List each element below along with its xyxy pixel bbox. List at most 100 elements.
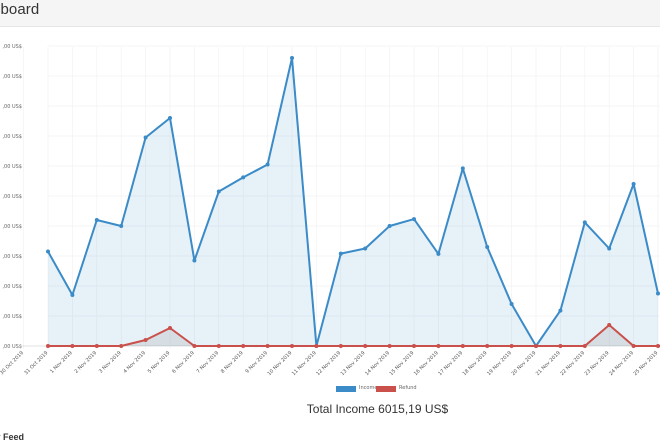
- income-data-point: [168, 116, 172, 120]
- refund-data-point: [216, 344, 221, 348]
- x-tick-label: 19 Nov 2019: [486, 350, 513, 377]
- refund-data-point: [192, 344, 197, 348]
- income-data-point: [485, 245, 490, 249]
- x-tick-label: 11 Nov 2019: [291, 350, 318, 377]
- income-refund-line-chart: ,00 US$ ,00 US$ ,00 US$ ,00 US$ ,00 US$ ,00 U…: [0, 44, 660, 377]
- refund-data-point: [314, 344, 319, 348]
- income-data-point: [558, 308, 563, 313]
- y-tick-label: ,00 US$: [2, 254, 22, 260]
- y-tick-label: ,00 US$: [2, 314, 22, 320]
- refund-data-point: [582, 344, 587, 348]
- refund-data-point: [558, 344, 563, 348]
- legend-label-income: Income: [359, 385, 378, 391]
- income-data-point: [143, 135, 148, 140]
- refund-data-point: [485, 344, 490, 348]
- refund-data-point: [607, 323, 612, 327]
- refund-data-point: [509, 344, 514, 348]
- y-tick-label: ,00 US$: [2, 134, 22, 140]
- x-tick-label: 23 Nov 2019: [584, 350, 611, 377]
- income-data-point: [509, 302, 514, 306]
- x-tick-label: 8 Nov 2019: [220, 350, 245, 375]
- income-data-point: [265, 162, 270, 167]
- income-data-point: [192, 258, 197, 263]
- refund-area: [48, 325, 660, 346]
- x-tick-label: 2 Nov 2019: [74, 350, 99, 375]
- x-tick-label: 15 Nov 2019: [389, 350, 416, 377]
- y-tick-label: ,00 US$: [2, 224, 22, 230]
- y-tick-label: ,00 US$: [2, 284, 22, 290]
- y-tick-label: ,00 US$: [2, 74, 22, 80]
- income-data-point: [46, 249, 50, 254]
- y-tick-label: ,00 US$: [2, 44, 22, 50]
- y-tick-label: ,00 US$: [2, 194, 22, 200]
- refund-data-point: [363, 344, 368, 348]
- refund-data-point: [436, 344, 441, 348]
- refund-data-point: [460, 344, 465, 348]
- refund-data-point: [119, 344, 124, 348]
- x-tick-label: 12 Nov 2019: [315, 350, 342, 377]
- income-data-point: [387, 224, 392, 228]
- income-data-point: [631, 182, 636, 186]
- refund-data-point: [290, 344, 294, 348]
- refund-data-point: [338, 344, 343, 348]
- income-data-point: [241, 175, 246, 180]
- income-data-point: [70, 293, 75, 297]
- refund-data-point: [387, 344, 392, 348]
- x-tick-label: 3 Nov 2019: [98, 350, 123, 375]
- income-data-point: [119, 224, 124, 228]
- top-bar: nboard: [0, 0, 660, 27]
- income-data-point: [607, 246, 612, 251]
- refund-data-point: [94, 344, 99, 348]
- income-data-point: [363, 246, 368, 251]
- refund-data-point: [168, 326, 172, 330]
- income-area: [48, 58, 658, 346]
- income-series-line: [47, 57, 659, 347]
- x-tick-label: 13 Nov 2019: [340, 350, 367, 377]
- x-tick-label: 1 Nov 2019: [49, 350, 74, 375]
- income-data-point: [94, 218, 99, 222]
- income-data-point: [216, 189, 221, 194]
- income-data-point: [412, 217, 416, 222]
- x-tick-label: 30 Oct 2019: [0, 350, 25, 376]
- refund-data-point: [143, 338, 148, 342]
- refund-data-point: [46, 344, 50, 348]
- x-tick-label: 5 Nov 2019: [147, 350, 172, 375]
- refund-data-point: [656, 344, 660, 348]
- income-data-point: [436, 251, 441, 256]
- refund-data-point: [534, 344, 538, 348]
- chart-legend: Income Refund: [0, 385, 660, 397]
- x-tick-label: 22 Nov 2019: [559, 350, 586, 377]
- income-data-point: [460, 166, 465, 171]
- y-tick-label: ,00 US$: [2, 104, 22, 110]
- legend-swatch-income: [336, 386, 356, 392]
- total-income: Total Income 6015,19 US$: [306, 402, 449, 416]
- x-tick-label: 21 Nov 2019: [535, 350, 562, 377]
- x-tick-label: 25 Nov 2019: [633, 350, 660, 377]
- x-tick-label: 9 Nov 2019: [244, 350, 269, 375]
- income-data-point: [290, 56, 294, 60]
- x-tick-label: 14 Nov 2019: [364, 350, 391, 377]
- x-tick-label: 20 Nov 2019: [511, 350, 538, 377]
- y-tick-label: ,00 US$: [2, 344, 22, 350]
- refund-data-point: [412, 344, 416, 348]
- page-title: nboard: [0, 1, 40, 18]
- x-tick-label: 31 Oct 2019: [23, 350, 49, 376]
- income-data-point: [338, 251, 343, 256]
- income-data-point: [582, 220, 587, 225]
- x-tick-label: 18 Nov 2019: [462, 350, 489, 377]
- legend-swatch-refund: [376, 386, 396, 392]
- refund-data-point: [70, 344, 75, 348]
- x-tick-label: 4 Nov 2019: [122, 350, 147, 375]
- activity-feed-title: ity Feed: [0, 432, 25, 442]
- x-tick-label: 24 Nov 2019: [608, 350, 635, 377]
- income-data-point: [656, 291, 660, 296]
- x-tick-label: 10 Nov 2019: [267, 350, 294, 377]
- x-tick-label: 6 Nov 2019: [171, 350, 196, 375]
- x-tick-label: 16 Nov 2019: [413, 350, 440, 377]
- x-tick-label: 7 Nov 2019: [196, 350, 221, 375]
- refund-data-point: [241, 344, 246, 348]
- y-tick-label: ,00 US$: [2, 164, 22, 170]
- x-tick-label: 17 Nov 2019: [437, 350, 464, 377]
- legend-label-refund: Refund: [399, 385, 417, 391]
- refund-data-point: [631, 344, 636, 348]
